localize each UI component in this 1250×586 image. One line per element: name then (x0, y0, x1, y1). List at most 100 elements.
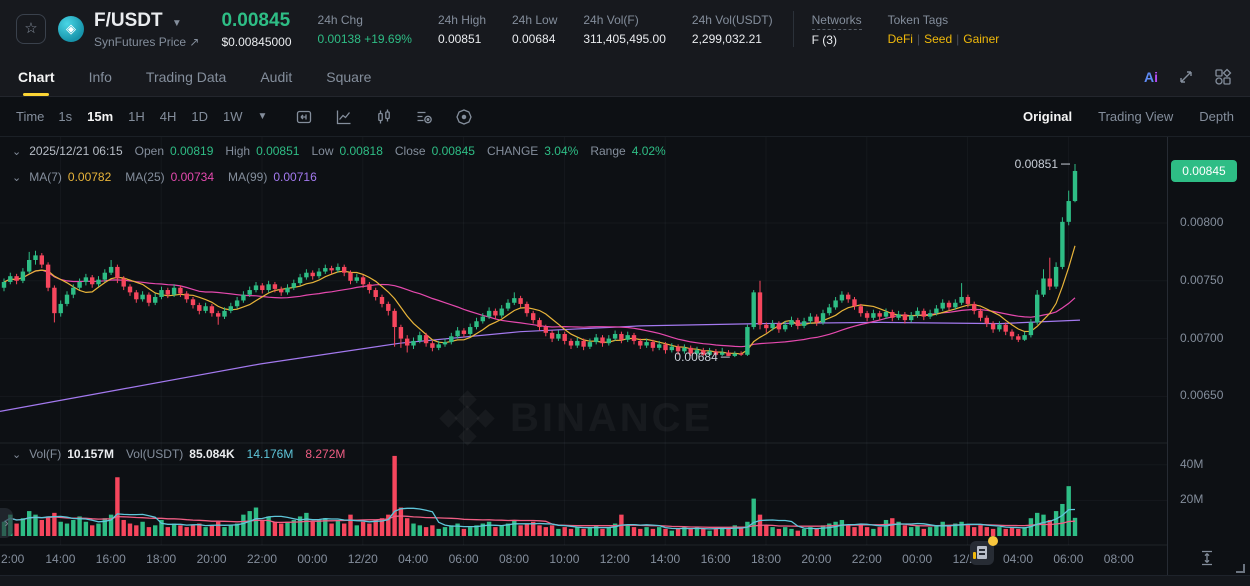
low-value: 0.00818 (339, 144, 383, 158)
volume-legend: ⌄ Vol(F) 10.157M Vol(USDT) 85.084K 14.17… (12, 447, 346, 461)
interval-1h[interactable]: 1H (128, 109, 145, 124)
interval-4h[interactable]: 4H (159, 109, 177, 124)
news-event-marker[interactable] (970, 536, 998, 565)
tab-info[interactable]: Info (88, 69, 112, 85)
candle-type-icon[interactable] (375, 108, 393, 126)
ma99-value: 0.00716 (273, 170, 317, 184)
chart-style-icon[interactable] (335, 108, 353, 126)
grid-apps-icon[interactable] (1214, 68, 1232, 86)
pair-header: ☆ ◈ F/USDT ▼ SynFutures Price ↗ 0.00845 … (0, 0, 1250, 58)
view-depth[interactable]: Depth (1199, 109, 1234, 124)
price-tick-label: 0.00700 (1180, 330, 1224, 345)
svg-text:08:00: 08:00 (1104, 552, 1134, 566)
svg-text:2:00: 2:00 (1, 552, 25, 566)
range-value: 4.02% (631, 144, 666, 158)
tag-gainer[interactable]: Gainer (963, 31, 1000, 46)
open-value: 0.00819 (170, 144, 214, 158)
price-tick-label: 0.00800 (1180, 215, 1224, 229)
stat-24h-vol-base: 24h Vol(F) 311,405,495.00 (583, 12, 666, 46)
vol-base-value: 10.157M (67, 447, 114, 461)
chevron-down-icon: ▼ (171, 17, 182, 29)
volume-tick-label: 20M (1180, 492, 1204, 507)
price-block: 0.00845 $0.00845000 (221, 10, 291, 49)
vol-usdt-value: 85.084K (189, 447, 235, 461)
stat-24h-low: 24h Low 0.00684 (512, 12, 558, 46)
tag-defi[interactable]: DeFi (887, 31, 913, 46)
pair-block: F/USDT ▼ SynFutures Price ↗ (94, 10, 199, 49)
price-source-link[interactable]: SynFutures Price ↗ (94, 34, 200, 49)
chart-region: 0.00851 0.00684 2:00 14:00 16:00 18:00 20:00 22… (0, 137, 1250, 575)
last-price: 0.00845 (221, 9, 291, 31)
view-trading-view[interactable]: Trading View (1098, 109, 1174, 124)
current-price-badge: 0.00845 (1171, 159, 1237, 182)
auto-scale-button[interactable] (1198, 549, 1216, 572)
svg-text:06:00: 06:00 (449, 552, 479, 566)
svg-text:0.00684: 0.00684 (674, 350, 718, 364)
price-tick-label: 0.00750 (1180, 272, 1224, 287)
svg-text:22:00: 22:00 (852, 552, 882, 566)
chart-toolbar: Time 1s 15m 1H 4H 1D 1W ▼ Original (0, 97, 1250, 137)
news-icon (977, 546, 987, 559)
tag-seed[interactable]: Seed (924, 31, 953, 46)
collapse-chevron-icon[interactable]: ⌄ (12, 171, 22, 184)
synfutures-icon: ◈ (66, 21, 76, 36)
indicators-icon[interactable] (415, 108, 433, 126)
svg-text:04:00: 04:00 (398, 552, 428, 566)
stat-24h-chg: 24h Chg 0.00138 +19.69% (317, 12, 412, 46)
interval-dropdown-icon[interactable]: ▼ (257, 111, 268, 122)
chart-settings-icon[interactable] (455, 108, 473, 126)
svg-text:14:00: 14:00 (45, 552, 75, 566)
tab-square[interactable]: Square (326, 69, 372, 85)
svg-text:06:00: 06:00 (1053, 552, 1083, 566)
vol-ma1-value: 14.176M (246, 447, 294, 461)
svg-text:20:00: 20:00 (197, 552, 227, 566)
pair-name: F/USDT (94, 9, 163, 31)
stat-24h-vol-usdt: 24h Vol(USDT) 2,299,032.21 (691, 12, 773, 46)
stat-24h-high: 24h High 0.00851 (437, 12, 486, 46)
left-panel-handle[interactable]: › (0, 508, 13, 538)
interval-15m[interactable]: 15m (87, 109, 114, 124)
svg-text:00:00: 00:00 (902, 552, 932, 566)
notification-dot (988, 536, 998, 546)
interval-settings-icon[interactable] (295, 108, 313, 126)
star-icon: ☆ (24, 20, 38, 37)
svg-text:12/20: 12/20 (348, 552, 378, 566)
candle-datetime: 2025/12/21 06:15 (29, 144, 123, 158)
change-value: 3.04% (544, 144, 579, 158)
favorite-star-button[interactable]: ☆ (16, 14, 46, 44)
view-original[interactable]: Original (1023, 109, 1073, 124)
section-tabs: Chart Info Trading Data Audit Square Ai (0, 58, 1250, 97)
svg-text:00:00: 00:00 (297, 552, 327, 566)
tab-audit[interactable]: Audit (260, 69, 293, 85)
high-value: 0.00851 (256, 144, 300, 158)
volume-tick-label: 40M (1180, 456, 1204, 471)
coin-logo: ◈ (58, 16, 84, 42)
svg-text:20:00: 20:00 (801, 552, 831, 566)
svg-text:12:00: 12:00 (600, 552, 630, 566)
ai-assistant-icon[interactable]: Ai (1143, 69, 1158, 85)
ma7-value: 0.00782 (67, 170, 112, 184)
interval-1d[interactable]: 1D (191, 109, 209, 124)
time-label: Time (16, 109, 45, 124)
price-tick-label: 0.00650 (1180, 388, 1224, 403)
resize-corner-handle[interactable] (1236, 564, 1245, 573)
tab-trading-data[interactable]: Trading Data (145, 69, 227, 85)
ma25-value: 0.00734 (170, 170, 215, 184)
expand-icon[interactable] (1178, 69, 1194, 85)
chart-canvas[interactable]: 0.00851 0.00684 2:00 14:00 16:00 18:00 20:00 22… (0, 137, 1167, 575)
svg-text:10:00: 10:00 (549, 552, 579, 566)
tab-chart[interactable]: Chart (18, 58, 55, 96)
svg-text:0.00851: 0.00851 (1015, 157, 1059, 171)
ohlc-legend: ⌄ 2025/12/21 06:15 Open 0.00819 High 0.0… (12, 144, 666, 158)
pair-selector[interactable]: F/USDT ▼ (94, 10, 199, 32)
bottom-strip (0, 575, 1250, 586)
svg-text:22:00: 22:00 (247, 552, 277, 566)
price-axis[interactable]: 0.00845 0.00800 0.00750 0.00700 0.00650 40M 2… (1167, 137, 1250, 575)
stat-networks[interactable]: Networks F (3) (792, 11, 862, 47)
interval-1w[interactable]: 1W (223, 109, 243, 124)
svg-text:18:00: 18:00 (751, 552, 781, 566)
collapse-chevron-icon[interactable]: ⌄ (12, 448, 22, 461)
collapse-chevron-icon[interactable]: ⌄ (12, 145, 22, 158)
interval-1s[interactable]: 1s (58, 109, 73, 124)
